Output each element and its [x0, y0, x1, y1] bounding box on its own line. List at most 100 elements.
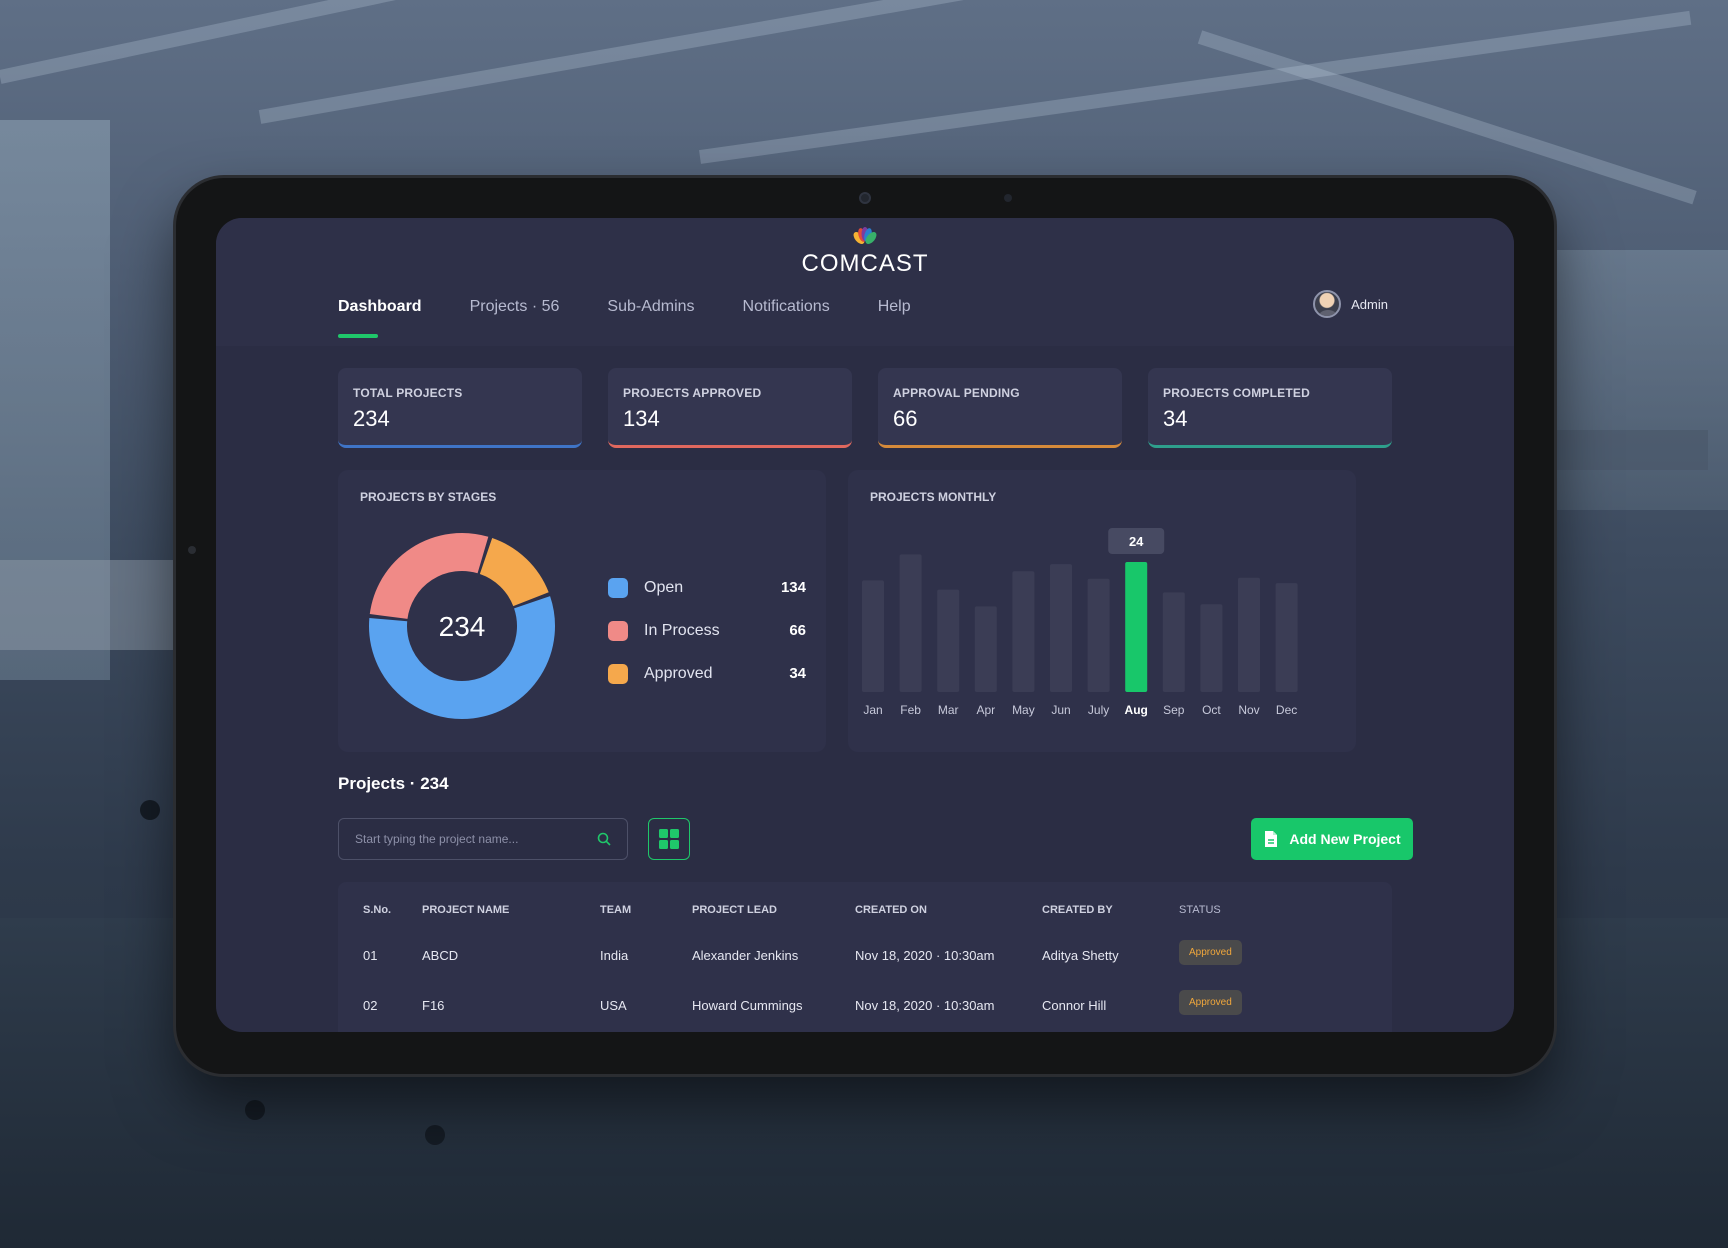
brand-logo: COMCAST	[216, 226, 1514, 278]
bar-oct[interactable]	[1200, 604, 1223, 692]
legend-label: Approved	[644, 664, 713, 682]
cell-sno: 02	[363, 998, 378, 1013]
sensor	[1004, 194, 1012, 202]
x-tick-label: Jun	[1051, 703, 1070, 717]
legend-value: 66	[789, 622, 806, 639]
x-tick-label: Aug	[1125, 703, 1148, 717]
brand-name: COMCAST	[801, 250, 929, 277]
bar-tooltip-value: 24	[1129, 534, 1144, 549]
column-header[interactable]: S.No.	[363, 904, 392, 916]
legend-swatch	[608, 620, 628, 641]
column-header[interactable]: STATUS	[1179, 904, 1221, 916]
ceiling-beam	[0, 0, 882, 84]
grid-icon	[659, 829, 679, 849]
bar-july[interactable]	[1087, 578, 1110, 692]
legend-value: 134	[780, 579, 806, 596]
donut-slice-in-process	[369, 533, 489, 620]
nav-sub-admins[interactable]: Sub-Admins	[607, 298, 695, 315]
cell-created-on: Nov 18, 2020 · 10:30am	[855, 998, 995, 1013]
projects-title: Projects · 234	[338, 774, 449, 793]
stat-cards: TOTAL PROJECTS 234 PROJECTS APPROVED 134…	[338, 368, 1392, 448]
bar-jun[interactable]	[1050, 564, 1072, 692]
stat-label: PROJECTS APPROVED	[623, 386, 762, 400]
bar-dec[interactable]	[1275, 583, 1298, 692]
stat-label: APPROVAL PENDING	[893, 386, 1020, 400]
donut-slice-open	[369, 596, 555, 719]
stat-value: 66	[893, 406, 918, 431]
chair-wheel	[140, 800, 160, 820]
nav-dashboard[interactable]: Dashboard	[338, 298, 422, 338]
legend-item-approved: Approved 34	[608, 652, 806, 695]
cell-team: India	[600, 948, 629, 963]
cell-created-by: Connor Hill	[1042, 998, 1107, 1013]
column-header[interactable]: CREATED ON	[855, 904, 927, 916]
nav-projects[interactable]: Projects · 56	[469, 298, 560, 315]
bar-tooltip	[1108, 528, 1165, 554]
stat-label: PROJECTS COMPLETED	[1163, 386, 1310, 400]
stat-card-approved: PROJECTS APPROVED 134	[608, 368, 852, 448]
avatar	[1313, 290, 1342, 318]
cell-created-on: Nov 18, 2020 · 10:30am	[855, 948, 995, 963]
legend-item-open: Open 134	[608, 566, 806, 609]
cell-sno: 01	[363, 948, 378, 963]
bar-apr[interactable]	[974, 606, 997, 692]
status-badge: Approved	[1179, 940, 1242, 965]
x-tick-label: Mar	[938, 703, 959, 717]
bar-feb[interactable]	[899, 554, 922, 692]
stages-panel: PROJECTS BY STAGES 234 Open 134 In Proce…	[338, 470, 826, 752]
legend-item-in-process: In Process 66	[608, 609, 806, 652]
chair-wheel	[245, 1100, 265, 1120]
cell-project-lead: Alexander Jenkins	[692, 948, 799, 963]
bar-jan[interactable]	[862, 580, 884, 692]
x-tick-label: Sep	[1163, 703, 1185, 717]
monthly-title: PROJECTS MONTHLY	[870, 490, 997, 504]
nav-help[interactable]: Help	[877, 298, 911, 315]
search-icon[interactable]	[597, 832, 611, 846]
x-tick-label: July	[1088, 703, 1109, 717]
app-header: COMCAST Dashboard Projects · 56 Sub-Admi…	[216, 218, 1514, 346]
monthly-panel: PROJECTS MONTHLY Jan Feb Mar Apr May Jun July A…	[848, 470, 1356, 752]
stages-title: PROJECTS BY STAGES	[360, 490, 497, 504]
x-tick-label: May	[1012, 703, 1035, 717]
projects-table: S.No. PROJECT NAME TEAM PROJECT LEAD CRE…	[338, 882, 1392, 1032]
add-new-project-button[interactable]: Add New Project	[1251, 818, 1413, 860]
office-desk	[1528, 430, 1708, 470]
side-button	[188, 546, 196, 554]
x-tick-label: Oct	[1202, 703, 1221, 717]
legend-value: 34	[789, 665, 806, 682]
x-tick-label: Dec	[1276, 703, 1297, 717]
x-tick-label: Feb	[900, 703, 921, 717]
status-badge: Approved	[1179, 990, 1242, 1015]
column-header[interactable]: CREATED BY	[1042, 904, 1113, 916]
user-menu[interactable]: Admin	[1313, 290, 1388, 318]
stat-card-total: TOTAL PROJECTS 234	[338, 368, 582, 448]
stat-card-pending: APPROVAL PENDING 66	[878, 368, 1122, 448]
monthly-bar-chart: Jan Feb Mar Apr May Jun July Aug 24 Sep Oct Nov Dec	[862, 528, 1298, 717]
search-input[interactable]	[355, 832, 597, 846]
cell-project-name: F16	[422, 998, 445, 1013]
stat-label: TOTAL PROJECTS	[353, 386, 463, 400]
bar-mar[interactable]	[937, 589, 960, 692]
bar-nov[interactable]	[1238, 577, 1260, 692]
add-new-project-label: Add New Project	[1289, 831, 1401, 847]
cell-project-name: ABCD	[422, 948, 459, 963]
stat-value: 134	[623, 406, 660, 431]
office-desk	[0, 560, 175, 650]
chair-wheel	[425, 1125, 445, 1145]
bar-may[interactable]	[1012, 571, 1035, 692]
legend-swatch	[608, 577, 628, 598]
grid-view-button[interactable]	[648, 818, 690, 860]
stat-card-completed: PROJECTS COMPLETED 34	[1148, 368, 1392, 448]
stat-value: 34	[1163, 406, 1188, 431]
column-header[interactable]: PROJECT NAME	[422, 904, 510, 916]
bar-sep[interactable]	[1162, 592, 1185, 692]
app-screen: COMCAST Dashboard Projects · 56 Sub-Admi…	[216, 218, 1514, 1032]
column-header[interactable]: TEAM	[600, 904, 632, 916]
column-header[interactable]: PROJECT LEAD	[692, 904, 777, 916]
bar-aug[interactable]	[1125, 562, 1148, 692]
donut-center-value: 234	[439, 611, 486, 642]
cell-team: USA	[600, 998, 627, 1013]
user-name: Admin	[1351, 296, 1388, 312]
nav-notifications[interactable]: Notifications	[742, 298, 830, 315]
x-tick-label: Apr	[976, 703, 995, 717]
